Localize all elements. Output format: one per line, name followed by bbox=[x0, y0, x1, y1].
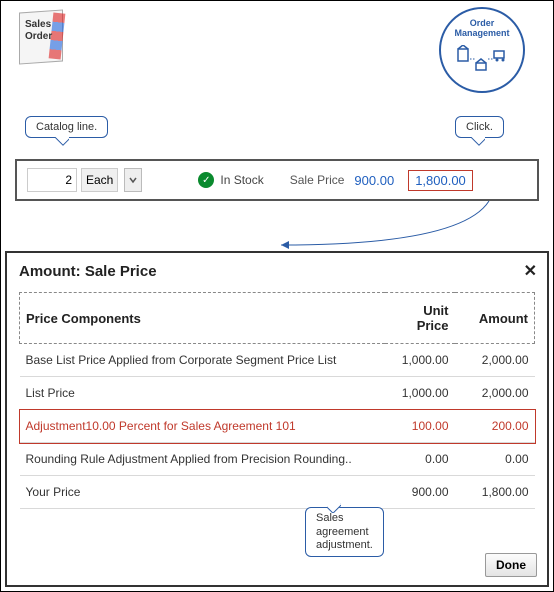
done-button[interactable]: Done bbox=[485, 553, 537, 577]
cell-amount: 1,800.00 bbox=[455, 476, 535, 509]
cell-amount: 0.00 bbox=[455, 443, 535, 476]
om-label-1: Order bbox=[470, 18, 495, 28]
cell-unit: 1,000.00 bbox=[385, 377, 455, 410]
cell-unit: 0.00 bbox=[385, 443, 455, 476]
unit-dropdown-button[interactable] bbox=[124, 168, 142, 192]
table-row: List Price1,000.002,000.00 bbox=[20, 377, 535, 410]
cell-unit: 100.00 bbox=[385, 410, 455, 443]
unit-select[interactable]: Each bbox=[81, 168, 118, 192]
callout-catalog-line: Catalog line. bbox=[25, 116, 108, 138]
col-amount: Amount bbox=[455, 293, 535, 344]
chevron-down-icon bbox=[129, 176, 137, 184]
sale-price-label: Sale Price bbox=[290, 173, 345, 187]
catalog-line-row: Each ✓ In Stock Sale Price 900.00 1,800.… bbox=[15, 159, 539, 201]
cell-unit: 1,000.00 bbox=[385, 344, 455, 377]
panel-title: Amount: Sale Price bbox=[19, 263, 535, 280]
cell-label: List Price bbox=[20, 377, 385, 410]
callout-adjustment: Sales agreement adjustment. bbox=[305, 507, 384, 557]
cell-label: Rounding Rule Adjustment Applied from Pr… bbox=[20, 443, 385, 476]
unit-value: Each bbox=[86, 173, 113, 187]
cell-unit: 900.00 bbox=[385, 476, 455, 509]
quantity-input[interactable] bbox=[27, 168, 77, 192]
table-row: Adjustment10.00 Percent for Sales Agreem… bbox=[20, 410, 535, 443]
callout-click-text: Click. bbox=[466, 121, 493, 133]
callout-adj-3: adjustment. bbox=[316, 539, 373, 551]
table-row: Rounding Rule Adjustment Applied from Pr… bbox=[20, 443, 535, 476]
sales-order-icon: Sales Order bbox=[17, 9, 67, 65]
cell-label: Base List Price Applied from Corporate S… bbox=[20, 344, 385, 377]
om-label-2: Management bbox=[454, 28, 509, 38]
in-stock-icon: ✓ bbox=[198, 172, 214, 188]
sales-order-label-1: Sales bbox=[25, 19, 51, 30]
col-components: Price Components bbox=[20, 293, 385, 344]
cell-amount: 2,000.00 bbox=[455, 377, 535, 410]
cell-amount: 200.00 bbox=[455, 410, 535, 443]
om-graphic-icon bbox=[454, 45, 510, 73]
callout-click: Click. bbox=[455, 116, 504, 138]
callout-adj-2: agreement bbox=[316, 526, 369, 538]
col-unit-price: Unit Price bbox=[385, 293, 455, 344]
sales-order-label-2: Order bbox=[25, 31, 52, 42]
cell-amount: 2,000.00 bbox=[455, 344, 535, 377]
callout-catalog-text: Catalog line. bbox=[36, 121, 97, 133]
price-details-panel: Amount: Sale Price ✕ Price Components Un… bbox=[5, 251, 549, 587]
cell-label: Adjustment10.00 Percent for Sales Agreem… bbox=[20, 410, 385, 443]
callout-adj-1: Sales bbox=[316, 512, 344, 524]
table-row: Your Price900.001,800.00 bbox=[20, 476, 535, 509]
price-components-table: Price Components Unit Price Amount Base … bbox=[19, 292, 535, 509]
table-row: Base List Price Applied from Corporate S… bbox=[20, 344, 535, 377]
pointer-arrow bbox=[261, 201, 501, 251]
stock-status: In Stock bbox=[220, 173, 263, 187]
order-management-badge: Order Management bbox=[439, 7, 525, 93]
total-price-value[interactable]: 1,800.00 bbox=[408, 170, 473, 191]
unit-price-value[interactable]: 900.00 bbox=[354, 173, 394, 188]
close-button[interactable]: ✕ bbox=[524, 261, 537, 281]
